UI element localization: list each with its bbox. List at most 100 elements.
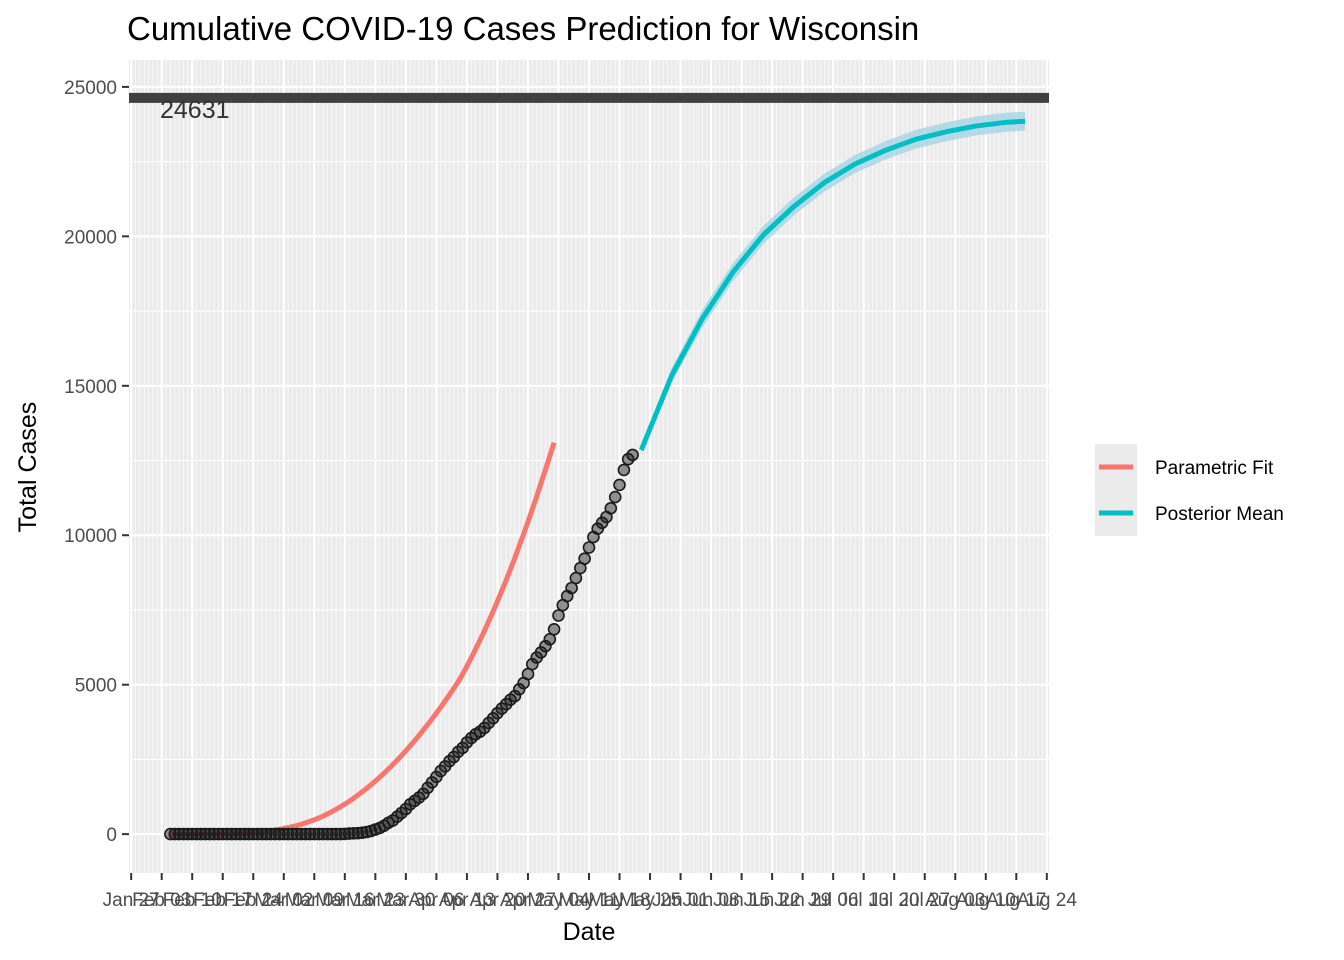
annotation-group: 24631 — [160, 96, 230, 124]
observed-data-point — [547, 622, 561, 636]
reference-line-label: 24631 — [160, 96, 230, 124]
y-tick-label: 25000 — [64, 78, 117, 99]
observed-data-point — [229, 827, 243, 841]
observed-data-point — [626, 448, 639, 462]
x-tick-label: Aug 10 — [956, 890, 1016, 911]
observed-data-point — [190, 827, 203, 841]
x-tick-label: Jul 20 — [869, 890, 920, 911]
x-tick-label: Feb 24 — [224, 890, 284, 911]
x-tick-label: Jun 01 — [652, 890, 709, 911]
x-tick-label: Jul 06 — [808, 890, 859, 911]
observed-data-point — [290, 827, 304, 841]
observed-data-point — [238, 827, 251, 841]
observed-data-point — [321, 827, 334, 841]
observed-data-point — [225, 827, 238, 841]
y-tick-label: 15000 — [64, 377, 117, 398]
y-axis-title: Total Cases — [14, 402, 42, 533]
legend-key-background — [1095, 444, 1137, 536]
y-axis: 0 5000 10000 15000 20000 25000 — [64, 78, 129, 846]
x-tick-label: Jun 22 — [744, 890, 801, 911]
grid-lines — [129, 60, 1049, 873]
observed-data-point — [316, 827, 330, 841]
observed-data-point — [194, 827, 208, 841]
x-tick-label: Aug 24 — [1017, 890, 1078, 911]
observed-data-point — [582, 541, 596, 554]
observed-data-point — [539, 639, 552, 653]
observed-data-point — [216, 827, 229, 841]
observed-data-point — [307, 827, 321, 841]
legend: Parametric Fit Posterior Mean — [1095, 444, 1284, 536]
observed-data-point — [347, 826, 360, 840]
x-tick-label: Mar 09 — [285, 890, 344, 911]
x-tick-label: Mar 16 — [315, 890, 374, 911]
observed-data-point — [268, 827, 282, 841]
posterior-mean-line — [638, 118, 1026, 452]
observed-data-point — [172, 827, 186, 841]
x-tick-label: Jul 13 — [838, 890, 889, 911]
y-tick-label: 5000 — [75, 676, 117, 697]
x-tick-label: Aug 03 — [925, 890, 985, 911]
observed-data-point — [338, 827, 352, 841]
x-tick-label: Jul 27 — [899, 890, 950, 911]
observed-data-point — [277, 827, 291, 841]
observed-data-point — [199, 827, 212, 841]
observed-data-point — [329, 827, 343, 841]
observed-data-point — [286, 827, 299, 841]
observed-data-point — [325, 827, 339, 841]
x-tick-label: Apr 20 — [469, 890, 525, 911]
x-tick-label: May 11 — [559, 890, 620, 911]
x-tick-label: Feb 03 — [132, 890, 191, 911]
observed-data-point — [299, 827, 312, 841]
observed-data-point — [578, 552, 591, 566]
observed-data-point — [613, 478, 626, 492]
observed-data-point — [281, 827, 295, 841]
observed-data-point — [177, 827, 190, 841]
observed-points-group — [164, 448, 639, 841]
x-tick-label: Feb 17 — [193, 890, 252, 911]
x-tick-label: Jun 15 — [713, 890, 770, 911]
x-tick-label: Aug 17 — [986, 890, 1046, 911]
observed-data-point — [525, 657, 539, 671]
observed-data-point — [259, 827, 273, 841]
x-tick-label: May 25 — [619, 890, 681, 911]
x-axis-title: Date — [563, 918, 616, 946]
x-tick-label: Apr 13 — [439, 890, 495, 911]
ribbon-group — [641, 111, 1025, 455]
posterior-credible-ribbon — [641, 111, 1025, 455]
observed-data-point — [168, 827, 182, 841]
legend-label: Parametric Fit — [1155, 458, 1274, 479]
observed-data-point — [185, 827, 199, 841]
y-tick-label: 10000 — [64, 526, 117, 547]
observed-data-point — [608, 490, 622, 504]
observed-data-point — [264, 827, 278, 841]
observed-data-point — [220, 827, 234, 841]
observed-data-point — [181, 827, 195, 841]
x-tick-label: May 18 — [588, 890, 650, 911]
x-tick-label: Apr 27 — [500, 890, 556, 911]
observed-data-point — [294, 827, 308, 841]
observed-data-point — [203, 827, 216, 841]
x-tick-label: Feb 10 — [163, 890, 222, 911]
observed-data-point — [334, 827, 347, 841]
chart-title: Cumulative COVID-19 Cases Prediction for… — [127, 10, 919, 47]
y-tick-label: 20000 — [64, 227, 117, 248]
legend-label: Posterior Mean — [1155, 504, 1284, 525]
observed-data-point — [255, 827, 269, 841]
x-tick-label: Mar 30 — [376, 890, 435, 911]
x-tick-label: May 04 — [527, 890, 590, 911]
observed-data-point — [552, 609, 565, 622]
x-tick-label: Mar 02 — [254, 890, 313, 911]
observed-data-point — [617, 463, 631, 477]
observed-data-point — [273, 827, 286, 841]
x-tick-label: Jan 27 — [103, 890, 160, 911]
x-tick-label: Jun 08 — [683, 890, 740, 911]
observed-data-point — [242, 827, 256, 841]
observed-data-point — [604, 501, 618, 515]
observed-data-point — [207, 827, 221, 841]
observed-data-point — [164, 827, 177, 841]
observed-data-point — [312, 827, 326, 841]
observed-data-point — [508, 689, 522, 703]
observed-data-point — [303, 827, 317, 841]
